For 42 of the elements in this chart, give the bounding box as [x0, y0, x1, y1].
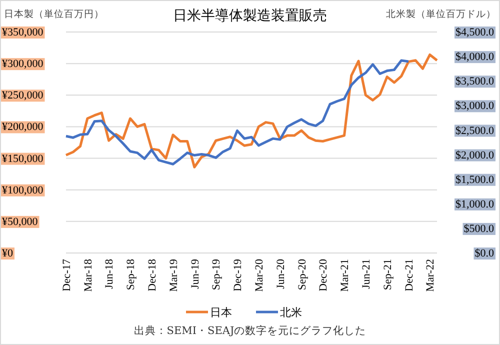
y-tick-label: ¥0: [2, 248, 14, 260]
y-tick-label: ¥300,000: [2, 58, 44, 70]
y-tick-label: ¥250,000: [2, 90, 44, 102]
source-note: 出典：SEMI・SEAJの数字を元にグラフ化した: [134, 324, 366, 337]
y-tick-label: ¥350,000: [2, 26, 44, 39]
y2-tick-label: $4,500.0: [456, 26, 494, 39]
x-tick-label: Sep-21: [382, 259, 394, 290]
y2-tick-label: $3,500.0: [456, 76, 494, 88]
y2-axis-title: 北米製（単位百万ドル）: [386, 8, 496, 20]
x-tick-label: Dec-20: [318, 258, 330, 292]
x-tick-label: Mar-18: [82, 258, 94, 292]
y2-tick-label: $0.0: [474, 248, 494, 260]
y2-tick-label: $4,000.0: [456, 51, 494, 64]
x-tick-label: Jun-19: [189, 258, 202, 289]
x-tick-label: Dec-19: [232, 258, 244, 292]
y2-tick-label: $1,500.0: [456, 174, 494, 186]
x-tick-label: Sep-20: [296, 258, 308, 290]
chart-title: 日米半導体製造装置販売: [173, 8, 327, 24]
y2-tick-label: $3,000.0: [456, 100, 494, 112]
x-tick-label: Jun-18: [104, 258, 116, 289]
x-tick-label: Jun-20: [274, 258, 287, 289]
y2-tick-label: $1,000.0: [456, 198, 494, 210]
y-axis-title: 日本製（単位百万円）: [4, 8, 104, 20]
x-tick-label: Mar-20: [253, 258, 266, 292]
y2-tick-label: $500.0: [464, 222, 494, 235]
x-tick-label: Jun-21: [360, 259, 373, 289]
x-tick-label: Mar-19: [168, 258, 180, 292]
x-tick-label: Dec-18: [146, 258, 158, 292]
x-tick-label: Dec-17: [60, 258, 73, 292]
y-tick-label: ¥150,000: [2, 152, 44, 165]
y-tick-label: ¥200,000: [2, 121, 44, 134]
legend-label: 日本: [210, 306, 232, 319]
x-tick-label: Mar-22: [424, 259, 437, 292]
x-tick-label: Dec-21: [403, 259, 416, 292]
x-tick-label: Sep-18: [125, 258, 138, 290]
y2-tick-label: $2,500.0: [456, 124, 494, 137]
y-tick-label: ¥50,000: [2, 216, 38, 228]
y-tick-label: ¥100,000: [2, 184, 44, 196]
legend-label: 北米: [280, 306, 302, 319]
y2-tick-label: $2,000.0: [456, 149, 494, 162]
x-tick-label: Sep-19: [210, 258, 223, 290]
x-tick-label: Mar-21: [339, 259, 352, 292]
